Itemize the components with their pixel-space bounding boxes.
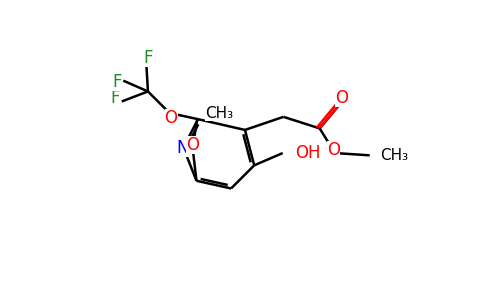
Text: F: F xyxy=(143,49,152,67)
Text: O: O xyxy=(335,88,348,106)
Text: O: O xyxy=(186,136,199,154)
Text: N: N xyxy=(176,139,189,157)
Text: O: O xyxy=(165,109,178,127)
Text: O: O xyxy=(327,141,340,159)
Text: OH: OH xyxy=(295,144,320,162)
Text: CH₃: CH₃ xyxy=(205,106,233,121)
Text: F: F xyxy=(111,89,121,107)
Text: CH₃: CH₃ xyxy=(380,148,408,163)
Text: F: F xyxy=(112,73,122,91)
